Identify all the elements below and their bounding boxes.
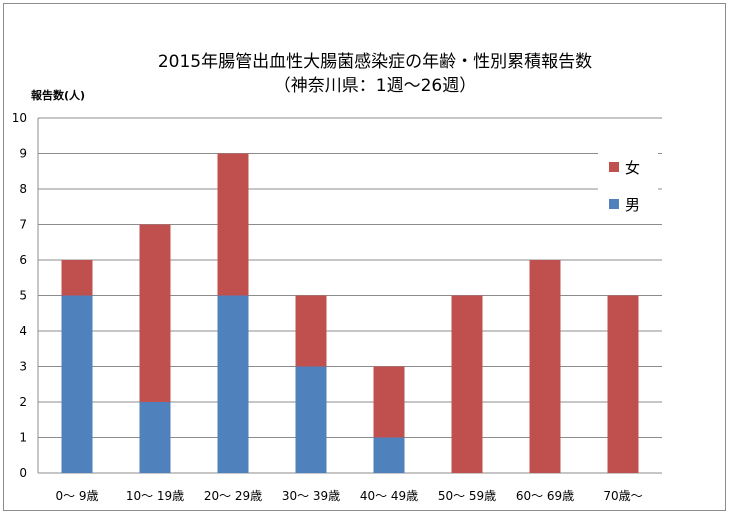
bar-segment <box>451 295 483 473</box>
y-tick-label: 2 <box>19 395 27 409</box>
x-tick-label: 0～ 9歳 <box>55 489 98 503</box>
bar-segment <box>61 260 93 296</box>
bar-segment <box>295 295 327 367</box>
bar-segment <box>607 295 639 473</box>
bar-segment <box>373 437 405 473</box>
legend-swatch <box>609 162 619 172</box>
bar-segment <box>61 295 93 473</box>
bar-segment <box>373 366 405 438</box>
y-tick-label: 3 <box>19 360 27 374</box>
y-tick-label: 0 <box>19 466 27 480</box>
gridlines <box>37 117 662 474</box>
y-axis-label: 報告数(人) <box>31 88 85 102</box>
bar-segment <box>139 402 171 473</box>
chart-subtitle: （神奈川県：1週～26週） <box>274 76 476 96</box>
legend: 女男 <box>598 152 658 222</box>
y-tick-label: 1 <box>19 431 27 445</box>
y-tick-label: 7 <box>19 218 27 232</box>
bar-segment <box>217 153 249 296</box>
y-tick-label: 5 <box>19 289 27 303</box>
y-tick-label: 9 <box>19 147 27 161</box>
y-tick-label: 10 <box>12 111 27 125</box>
y-tick-label: 4 <box>19 324 27 338</box>
bars <box>61 153 639 473</box>
legend-label: 男 <box>625 196 640 214</box>
x-tick-label: 60～ 69歳 <box>516 489 574 503</box>
legend-swatch <box>609 199 619 209</box>
x-tick-label: 10～ 19歳 <box>126 489 184 503</box>
y-tick-label: 6 <box>19 253 27 267</box>
x-tick-label: 70歳～ <box>603 489 642 503</box>
x-tick-label: 30～ 39歳 <box>282 489 340 503</box>
x-tick-label: 40～ 49歳 <box>360 489 418 503</box>
x-tick-label: 50～ 59歳 <box>438 489 496 503</box>
y-tick-label: 8 <box>19 182 27 196</box>
y-tick-labels: 0 1 2 3 4 5 6 7 8 9 10 <box>12 111 27 480</box>
bar-segment <box>139 224 171 402</box>
x-tick-labels: 0～ 9歳 10～ 19歳 20～ 29歳 30～ 39歳 40～ 49歳 50～ 59歳… <box>55 489 642 503</box>
legend-box <box>598 152 658 222</box>
bar-segment <box>217 295 249 473</box>
legend-label: 女 <box>625 159 640 177</box>
chart-frame <box>3 3 726 511</box>
chart-title: 2015年腸管出血性大腸菌感染症の年齢・性別累積報告数 <box>158 52 592 72</box>
x-tick-label: 20～ 29歳 <box>204 489 262 503</box>
bar-segment <box>529 260 561 473</box>
bar-segment <box>295 366 327 473</box>
